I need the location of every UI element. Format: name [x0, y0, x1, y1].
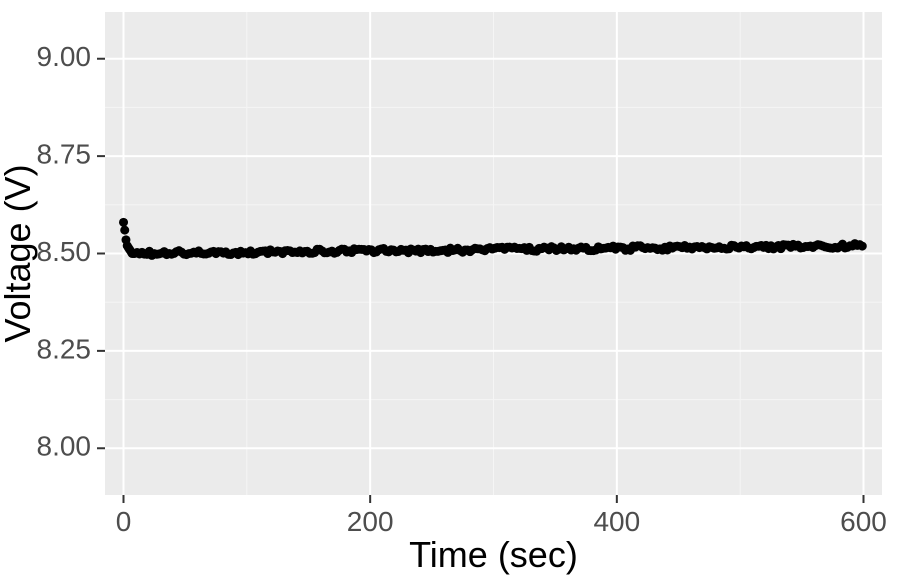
- voltage-time-chart: 8.00 8.25 8.50 8.75 9.00 0 200 400 600 Time (sec)…: [0, 0, 900, 585]
- y-tick-label: 8.00: [37, 431, 92, 462]
- x-tick-label: 600: [840, 506, 887, 537]
- y-tick-label: 9.00: [37, 41, 92, 72]
- x-tick-label: 200: [347, 506, 394, 537]
- x-axis-title: Time (sec): [409, 534, 578, 575]
- y-tick-label: 8.50: [37, 236, 92, 267]
- y-axis-title: Voltage (V): [0, 164, 38, 342]
- y-tick-label: 8.75: [37, 139, 92, 170]
- x-tick-label: 0: [116, 506, 132, 537]
- x-tick-label: 400: [593, 506, 640, 537]
- y-tick-label: 8.25: [37, 333, 92, 364]
